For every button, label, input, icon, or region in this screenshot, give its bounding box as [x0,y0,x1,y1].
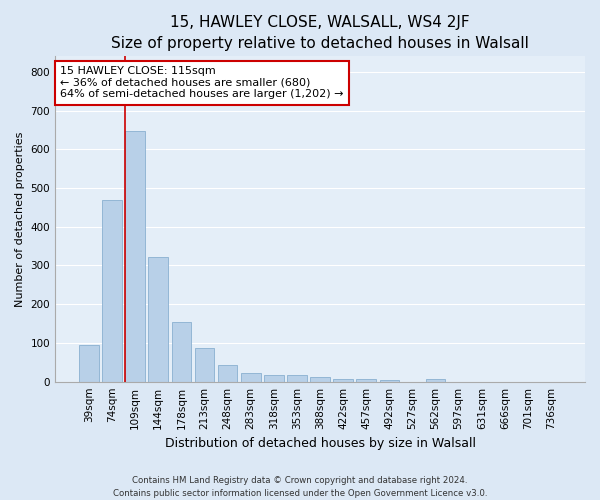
Bar [287,374,307,382]
Bar [426,379,445,382]
Bar [194,348,214,382]
Bar [264,374,284,382]
Bar [148,256,168,382]
Bar [102,200,122,382]
Bar [218,366,238,382]
Y-axis label: Number of detached properties: Number of detached properties [15,132,25,306]
Bar [241,373,260,382]
Bar [310,376,330,382]
Bar [334,378,353,382]
Bar [380,380,399,382]
Text: Contains HM Land Registry data © Crown copyright and database right 2024.
Contai: Contains HM Land Registry data © Crown c… [113,476,487,498]
Bar [356,378,376,382]
Text: 15 HAWLEY CLOSE: 115sqm
← 36% of detached houses are smaller (680)
64% of semi-d: 15 HAWLEY CLOSE: 115sqm ← 36% of detache… [61,66,344,100]
Bar [125,130,145,382]
Title: 15, HAWLEY CLOSE, WALSALL, WS4 2JF
Size of property relative to detached houses : 15, HAWLEY CLOSE, WALSALL, WS4 2JF Size … [111,15,529,51]
Bar [79,345,99,382]
Bar [172,322,191,382]
X-axis label: Distribution of detached houses by size in Walsall: Distribution of detached houses by size … [164,437,476,450]
